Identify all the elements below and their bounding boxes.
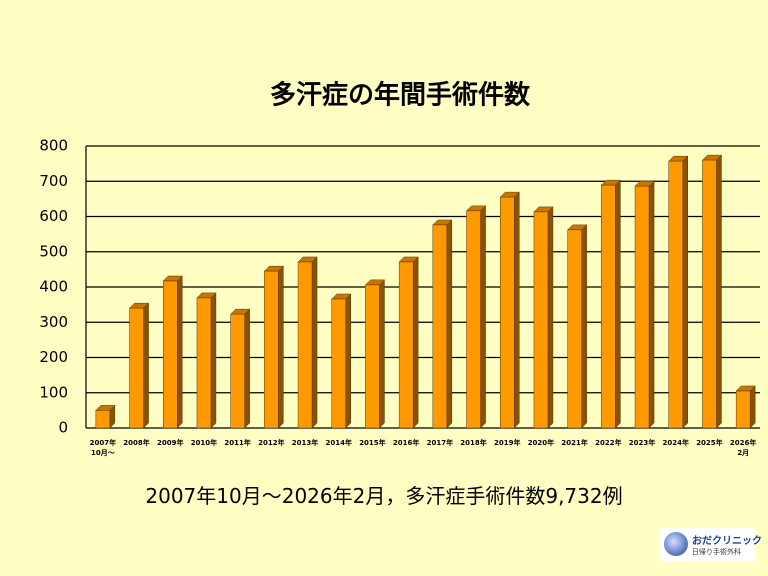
bar-side [749, 385, 756, 429]
x-tick-label: 2008年 [123, 439, 150, 447]
bar [398, 256, 419, 429]
bar-side [581, 224, 587, 429]
bar-front [601, 184, 616, 429]
bar-front [668, 160, 683, 429]
bar [432, 219, 453, 429]
bar-front [230, 313, 245, 429]
bar-front [702, 159, 717, 429]
bar [162, 275, 183, 429]
bar-front [264, 270, 279, 429]
bar-front [500, 196, 515, 429]
bar-side [177, 275, 183, 429]
bar-side [143, 302, 149, 429]
y-tick-label: 0 [58, 419, 68, 437]
x-tick-label: 2013年 [291, 439, 319, 447]
bar-side [648, 180, 655, 429]
logo-mark [664, 532, 688, 556]
x-tick-label: 2020年 [527, 439, 555, 447]
bar-front [533, 211, 549, 429]
x-tick-label: 2022年 [595, 439, 622, 447]
bar-front [331, 298, 346, 429]
y-tick-label: 300 [39, 313, 68, 331]
logo: おだクリニック 日帰り手術外科 [660, 528, 762, 562]
bar [465, 205, 487, 429]
y-tick-label: 400 [39, 278, 68, 296]
bar-front [735, 390, 751, 429]
bar [263, 265, 284, 429]
bar [230, 308, 251, 429]
bar-side [615, 179, 621, 429]
bar-side [345, 293, 351, 429]
bar-front [365, 284, 380, 429]
x-tick-label: 2016年 [392, 439, 420, 447]
bar [128, 302, 150, 429]
x-tick-label: 2018年 [460, 439, 487, 447]
bar [735, 385, 756, 429]
x-tick-label: 2026年 2月 [729, 439, 757, 457]
x-tick-label: 2021年 [561, 439, 588, 447]
bar [533, 206, 554, 429]
x-tick-label: 2015年 [359, 439, 386, 447]
x-tick-label: 2019年 [494, 439, 521, 447]
x-tick-label: 2024年 [662, 439, 689, 447]
bar-side [514, 191, 520, 429]
bar [567, 224, 588, 429]
bar [95, 404, 116, 429]
bar-front [297, 261, 313, 429]
bar [634, 180, 655, 429]
x-tick-label: 2011年 [224, 439, 251, 447]
logo-name: おだクリニック [692, 536, 762, 547]
bar-front [466, 210, 481, 429]
bar-side [547, 206, 554, 429]
x-tick-label: 2017年 [426, 439, 454, 447]
bar-front [567, 229, 582, 429]
bar-side [412, 256, 419, 429]
bar-front [634, 185, 650, 429]
x-tick-label: 2007年 10月～ [89, 439, 117, 457]
bar-side [682, 155, 688, 429]
x-tick-label: 2025年 [696, 439, 723, 447]
bar-front [129, 307, 144, 429]
bar-side [210, 292, 217, 429]
logo-subtitle: 日帰り手術外科 [692, 548, 741, 556]
bar [331, 293, 352, 429]
bar [364, 279, 386, 429]
bar-side [278, 265, 284, 429]
bar [499, 191, 520, 429]
bar [668, 155, 689, 429]
y-tick-label: 700 [39, 172, 68, 190]
x-tick-label: 2010年 [190, 439, 218, 447]
y-tick-label: 200 [39, 348, 68, 366]
bar-front [432, 224, 448, 429]
bar [196, 292, 217, 429]
bar-side [716, 154, 722, 429]
y-tick-label: 500 [39, 242, 68, 260]
bar-side [244, 308, 250, 429]
x-tick-label: 2023年 [628, 439, 656, 447]
bar-front [163, 280, 178, 429]
x-tick-label: 2012年 [258, 439, 285, 447]
bar-side [480, 205, 486, 429]
bar-side [446, 219, 453, 429]
x-tick-label: 2014年 [325, 439, 352, 447]
x-tick-label: 2009年 [157, 439, 184, 447]
caption: 2007年10月～2026年2月，多汗症手術件数9,732例 [145, 484, 623, 508]
bar-side [379, 279, 385, 429]
bar [701, 154, 723, 429]
bar [297, 256, 318, 429]
bar-front [398, 261, 414, 429]
y-tick-label: 100 [39, 383, 68, 401]
bar [600, 179, 621, 429]
y-tick-label: 800 [39, 137, 68, 155]
bar-front [196, 297, 212, 429]
bar-side [311, 256, 318, 429]
y-tick-label: 600 [39, 207, 68, 225]
bar-front [95, 410, 111, 429]
chart-title: 多汗症の年間手術件数 [270, 80, 531, 111]
